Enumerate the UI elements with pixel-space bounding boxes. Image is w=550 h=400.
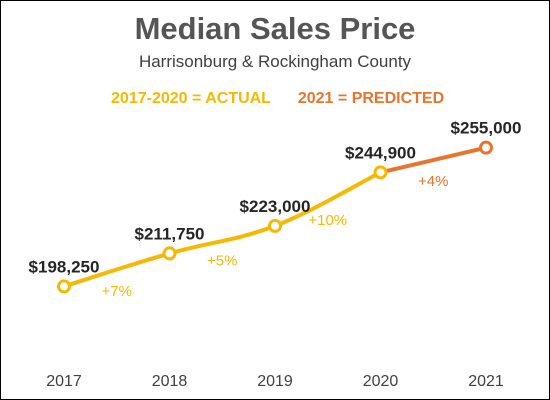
data-point-2017 [57,279,71,294]
legend-predicted: 2021 = PREDICTED [298,90,444,107]
data-point-2021 [479,140,493,155]
change-label-2020: +10% [308,212,347,229]
x-tick-2019: 2019 [257,373,293,390]
x-tick-2021: 2021 [468,373,504,390]
value-label-2019: $223,000 [240,197,311,216]
chart-subtitle: Harrisonburg & Rockingham County [139,52,412,71]
legend-actual: 2017-2020 = ACTUAL [111,90,271,107]
value-label-2020: $244,900 [345,143,416,162]
change-label-2019: +5% [207,253,237,270]
x-axis: 2017 2018 2019 2020 2021 [46,373,504,390]
data-point-2019 [268,218,282,233]
labels-layer: $198,250 $211,750 $223,000 $244,900 $255,000… [29,119,522,300]
x-tick-2018: 2018 [152,373,188,390]
change-label-2021: +4% [418,173,448,190]
x-tick-2020: 2020 [363,373,399,390]
data-point-2020 [373,165,388,180]
actual-series-line [62,170,383,289]
series-layer [57,140,493,294]
data-point-2018 [162,246,177,261]
predicted-series-line [378,145,488,175]
value-label-2017: $198,250 [29,257,100,276]
value-label-2021: $255,000 [451,119,522,138]
x-tick-2017: 2017 [46,373,82,390]
value-label-2018: $211,750 [135,224,205,243]
change-label-2018: +7% [102,283,132,300]
chart-title: Median Sales Price [135,11,416,46]
